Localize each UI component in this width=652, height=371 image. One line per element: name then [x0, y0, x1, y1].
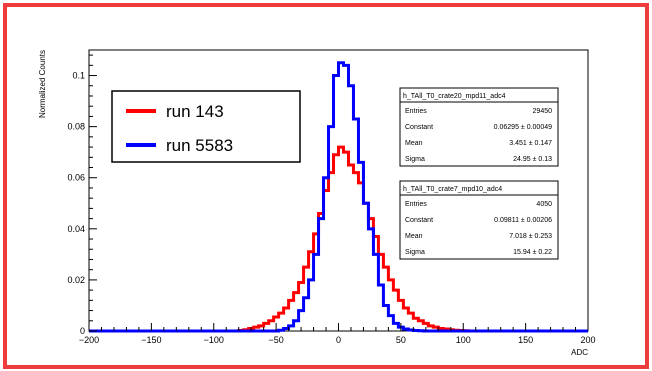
stats-label: Constant [405, 124, 433, 131]
legend-label-run143: run 143 [166, 102, 224, 121]
x-tick-label: −50 [268, 335, 283, 345]
x-tick-label: 150 [518, 335, 533, 345]
y-axis-title: Normalized Counts [38, 50, 47, 118]
stats-value: 4050 [536, 201, 552, 208]
x-tick-label: 100 [456, 335, 471, 345]
stats-box [399, 87, 559, 167]
x-tick-label: 0 [336, 335, 341, 345]
y-tick-label: 0.04 [67, 224, 85, 234]
y-tick-label: 0.02 [67, 275, 85, 285]
stats-label: Sigma [405, 156, 425, 163]
x-tick-label: −100 [204, 335, 224, 345]
stats-value: 29450 [533, 108, 553, 115]
stats-title: h_TAll_T0_crate7_mpd10_adc4 [403, 186, 502, 193]
stats-label: Constant [405, 217, 433, 224]
stats-value: 15.94 ± 0.22 [513, 249, 552, 256]
stats-label: Mean [405, 140, 423, 147]
y-tick-label: 0 [80, 326, 85, 336]
stats-label: Mean [405, 233, 423, 240]
y-tick-label: 0.06 [67, 173, 85, 183]
x-tick-label: 50 [396, 335, 406, 345]
stats-label: Entries [405, 108, 427, 115]
y-tick-label: 0.1 [72, 71, 85, 81]
x-tick-label: −150 [141, 335, 161, 345]
y-tick-label: 0.08 [67, 122, 85, 132]
legend-label-run5583: run 5583 [166, 136, 233, 155]
stats-label: Sigma [405, 249, 425, 256]
x-tick-label: 200 [580, 335, 595, 345]
stats-value: 0.09811 ± 0.00206 [494, 217, 552, 224]
stats-value: 7.018 ± 0.253 [509, 233, 552, 240]
stats-value: 24.95 ± 0.13 [513, 156, 552, 163]
x-tick-label: −200 [79, 335, 99, 345]
stats-title: h_TAll_T0_crate20_mpd11_adc4 [403, 93, 506, 100]
x-axis-title: ADC [571, 348, 588, 357]
stats-value: 3.451 ± 0.147 [509, 140, 552, 147]
legend-box [111, 90, 301, 163]
series-line-run5583 [89, 61, 588, 333]
stats-box [399, 180, 559, 260]
stats-value: 0.06295 ± 0.00049 [494, 124, 552, 131]
stats-label: Entries [405, 201, 427, 208]
